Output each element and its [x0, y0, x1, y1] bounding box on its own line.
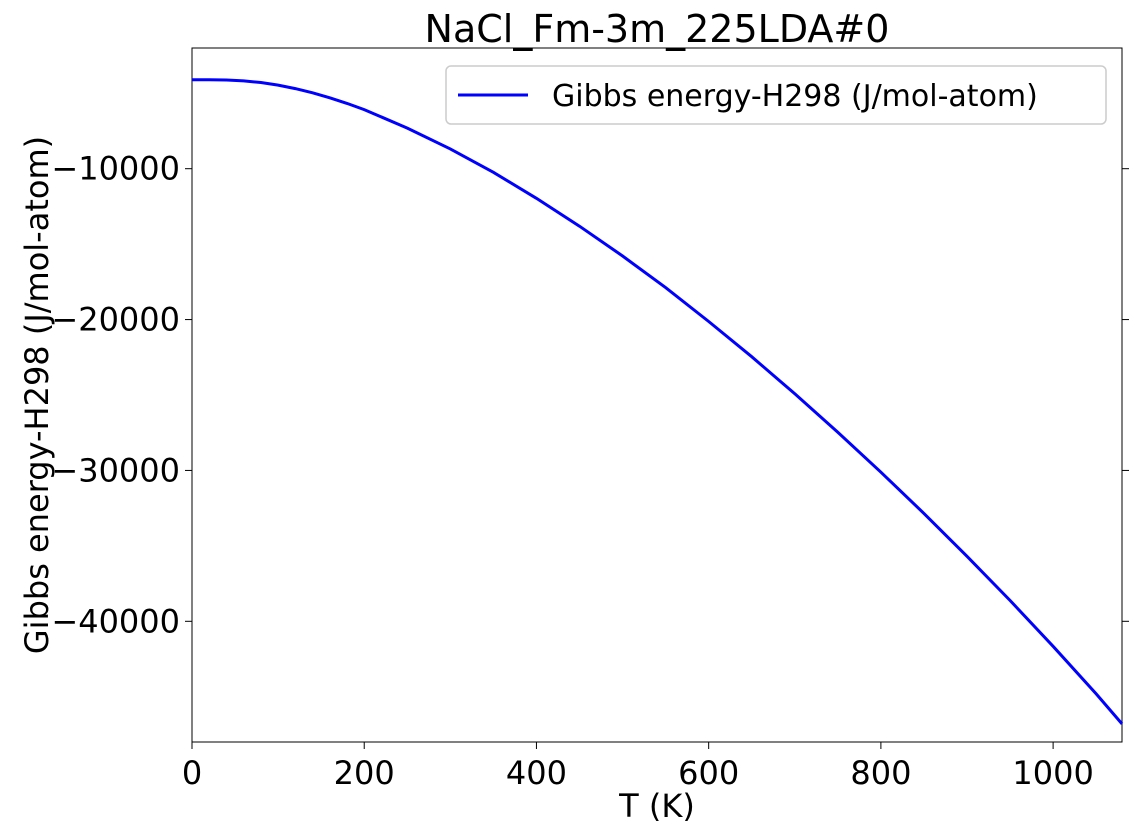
y-axis-ticks: −10000 −20000 −30000 −40000	[51, 150, 1129, 640]
chart-title: NaCl_Fm-3m_225LDA#0	[425, 7, 890, 51]
series-line-gibbs-energy	[192, 78, 1124, 725]
x-tick-label: 200	[334, 754, 395, 792]
x-axis-ticks: 0 200 400 600 800 1000	[182, 742, 1094, 792]
x-axis-label: T (K)	[618, 787, 695, 825]
x-tick-label: 600	[678, 754, 739, 792]
legend-label-gibbs-energy: Gibbs energy-H298 (J/mol-atom)	[552, 79, 1038, 114]
x-tick-label: 400	[506, 754, 567, 792]
x-tick-label: 0	[182, 754, 202, 792]
plot-area	[191, 47, 1124, 743]
legend: Gibbs energy-H298 (J/mol-atom)	[445, 65, 1107, 125]
y-tick-label: −10000	[51, 150, 180, 188]
y-tick-label: −30000	[51, 451, 180, 489]
x-tick-label: 800	[850, 754, 911, 792]
y-tick-label: −20000	[51, 301, 180, 339]
y-tick-label: −40000	[51, 602, 180, 640]
legend-box	[445, 65, 1107, 125]
plot-frame	[191, 47, 1123, 743]
y-axis-label: Gibbs energy-H298 (J/mol-atom)	[18, 136, 56, 654]
x-tick-label: 1000	[1012, 754, 1093, 792]
